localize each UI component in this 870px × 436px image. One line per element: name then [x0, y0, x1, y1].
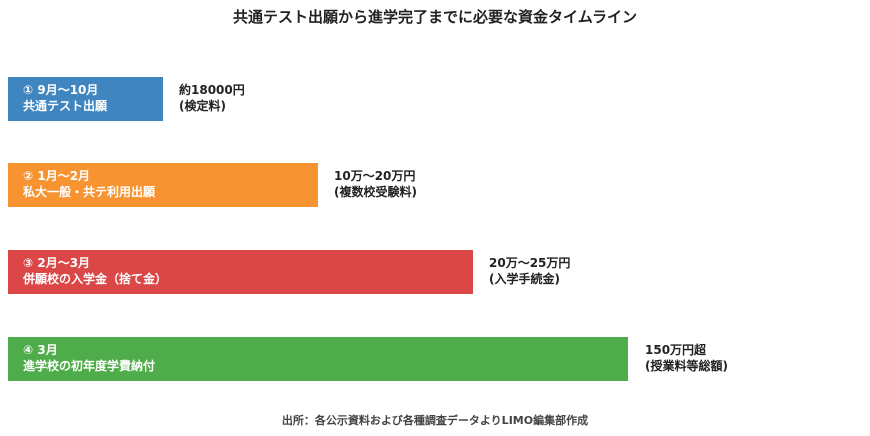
step-1-amount: 約18000円 (検定料) [179, 82, 245, 114]
step-4-period: ④ 3月 [23, 343, 58, 357]
step-3-amount: 20万～25万円 (入学手続金) [489, 255, 570, 287]
step-1-amount-note: (検定料) [179, 99, 226, 113]
step-2-period: ② 1月～2月 [23, 169, 91, 183]
step-4-bar: ④ 3月 進学校の初年度学費納付 [8, 337, 628, 381]
step-1-name: 共通テスト出願 [23, 99, 108, 113]
step-1-amount-value: 約18000円 [179, 83, 245, 97]
source-note: 出所：各公示資料および各種調査データよりLIMO編集部作成 [281, 414, 589, 427]
timeline-step-2: ② 1月～2月 私大一般・共テ利用出願 10万～20万円 (複数校受験料) [0, 163, 870, 207]
step-2-amount: 10万～20万円 (複数校受験料) [334, 168, 417, 200]
step-4-amount: 150万円超 (授業料等総額) [645, 342, 728, 374]
chart-title: 共通テスト出願から進学完了までに必要な資金タイムライン [233, 8, 637, 26]
timeline-step-1: ① 9月～10月 共通テスト出願 約18000円 (検定料) [0, 77, 870, 121]
step-1-bar: ① 9月～10月 共通テスト出願 [8, 77, 163, 121]
step-2-name: 私大一般・共テ利用出願 [23, 185, 156, 199]
step-4-amount-note: (授業料等総額) [645, 359, 728, 373]
step-3-amount-value: 20万～25万円 [489, 256, 571, 270]
step-3-amount-note: (入学手続金) [489, 272, 560, 286]
step-2-amount-note: (複数校受験料) [334, 185, 417, 199]
timeline-step-4: ④ 3月 進学校の初年度学費納付 150万円超 (授業料等総額) [0, 337, 870, 381]
step-2-bar: ② 1月～2月 私大一般・共テ利用出願 [8, 163, 318, 207]
step-2-amount-value: 10万～20万円 [334, 169, 416, 183]
step-3-period: ③ 2月～3月 [23, 256, 91, 270]
step-4-name: 進学校の初年度学費納付 [23, 359, 156, 373]
step-3-name: 併願校の入学金（捨て金） [23, 272, 168, 286]
step-1-period: ① 9月～10月 [23, 83, 99, 97]
timeline-step-3: ③ 2月～3月 併願校の入学金（捨て金） 20万～25万円 (入学手続金) [0, 250, 870, 294]
step-4-amount-value: 150万円超 [645, 343, 707, 357]
step-3-bar: ③ 2月～3月 併願校の入学金（捨て金） [8, 250, 473, 294]
